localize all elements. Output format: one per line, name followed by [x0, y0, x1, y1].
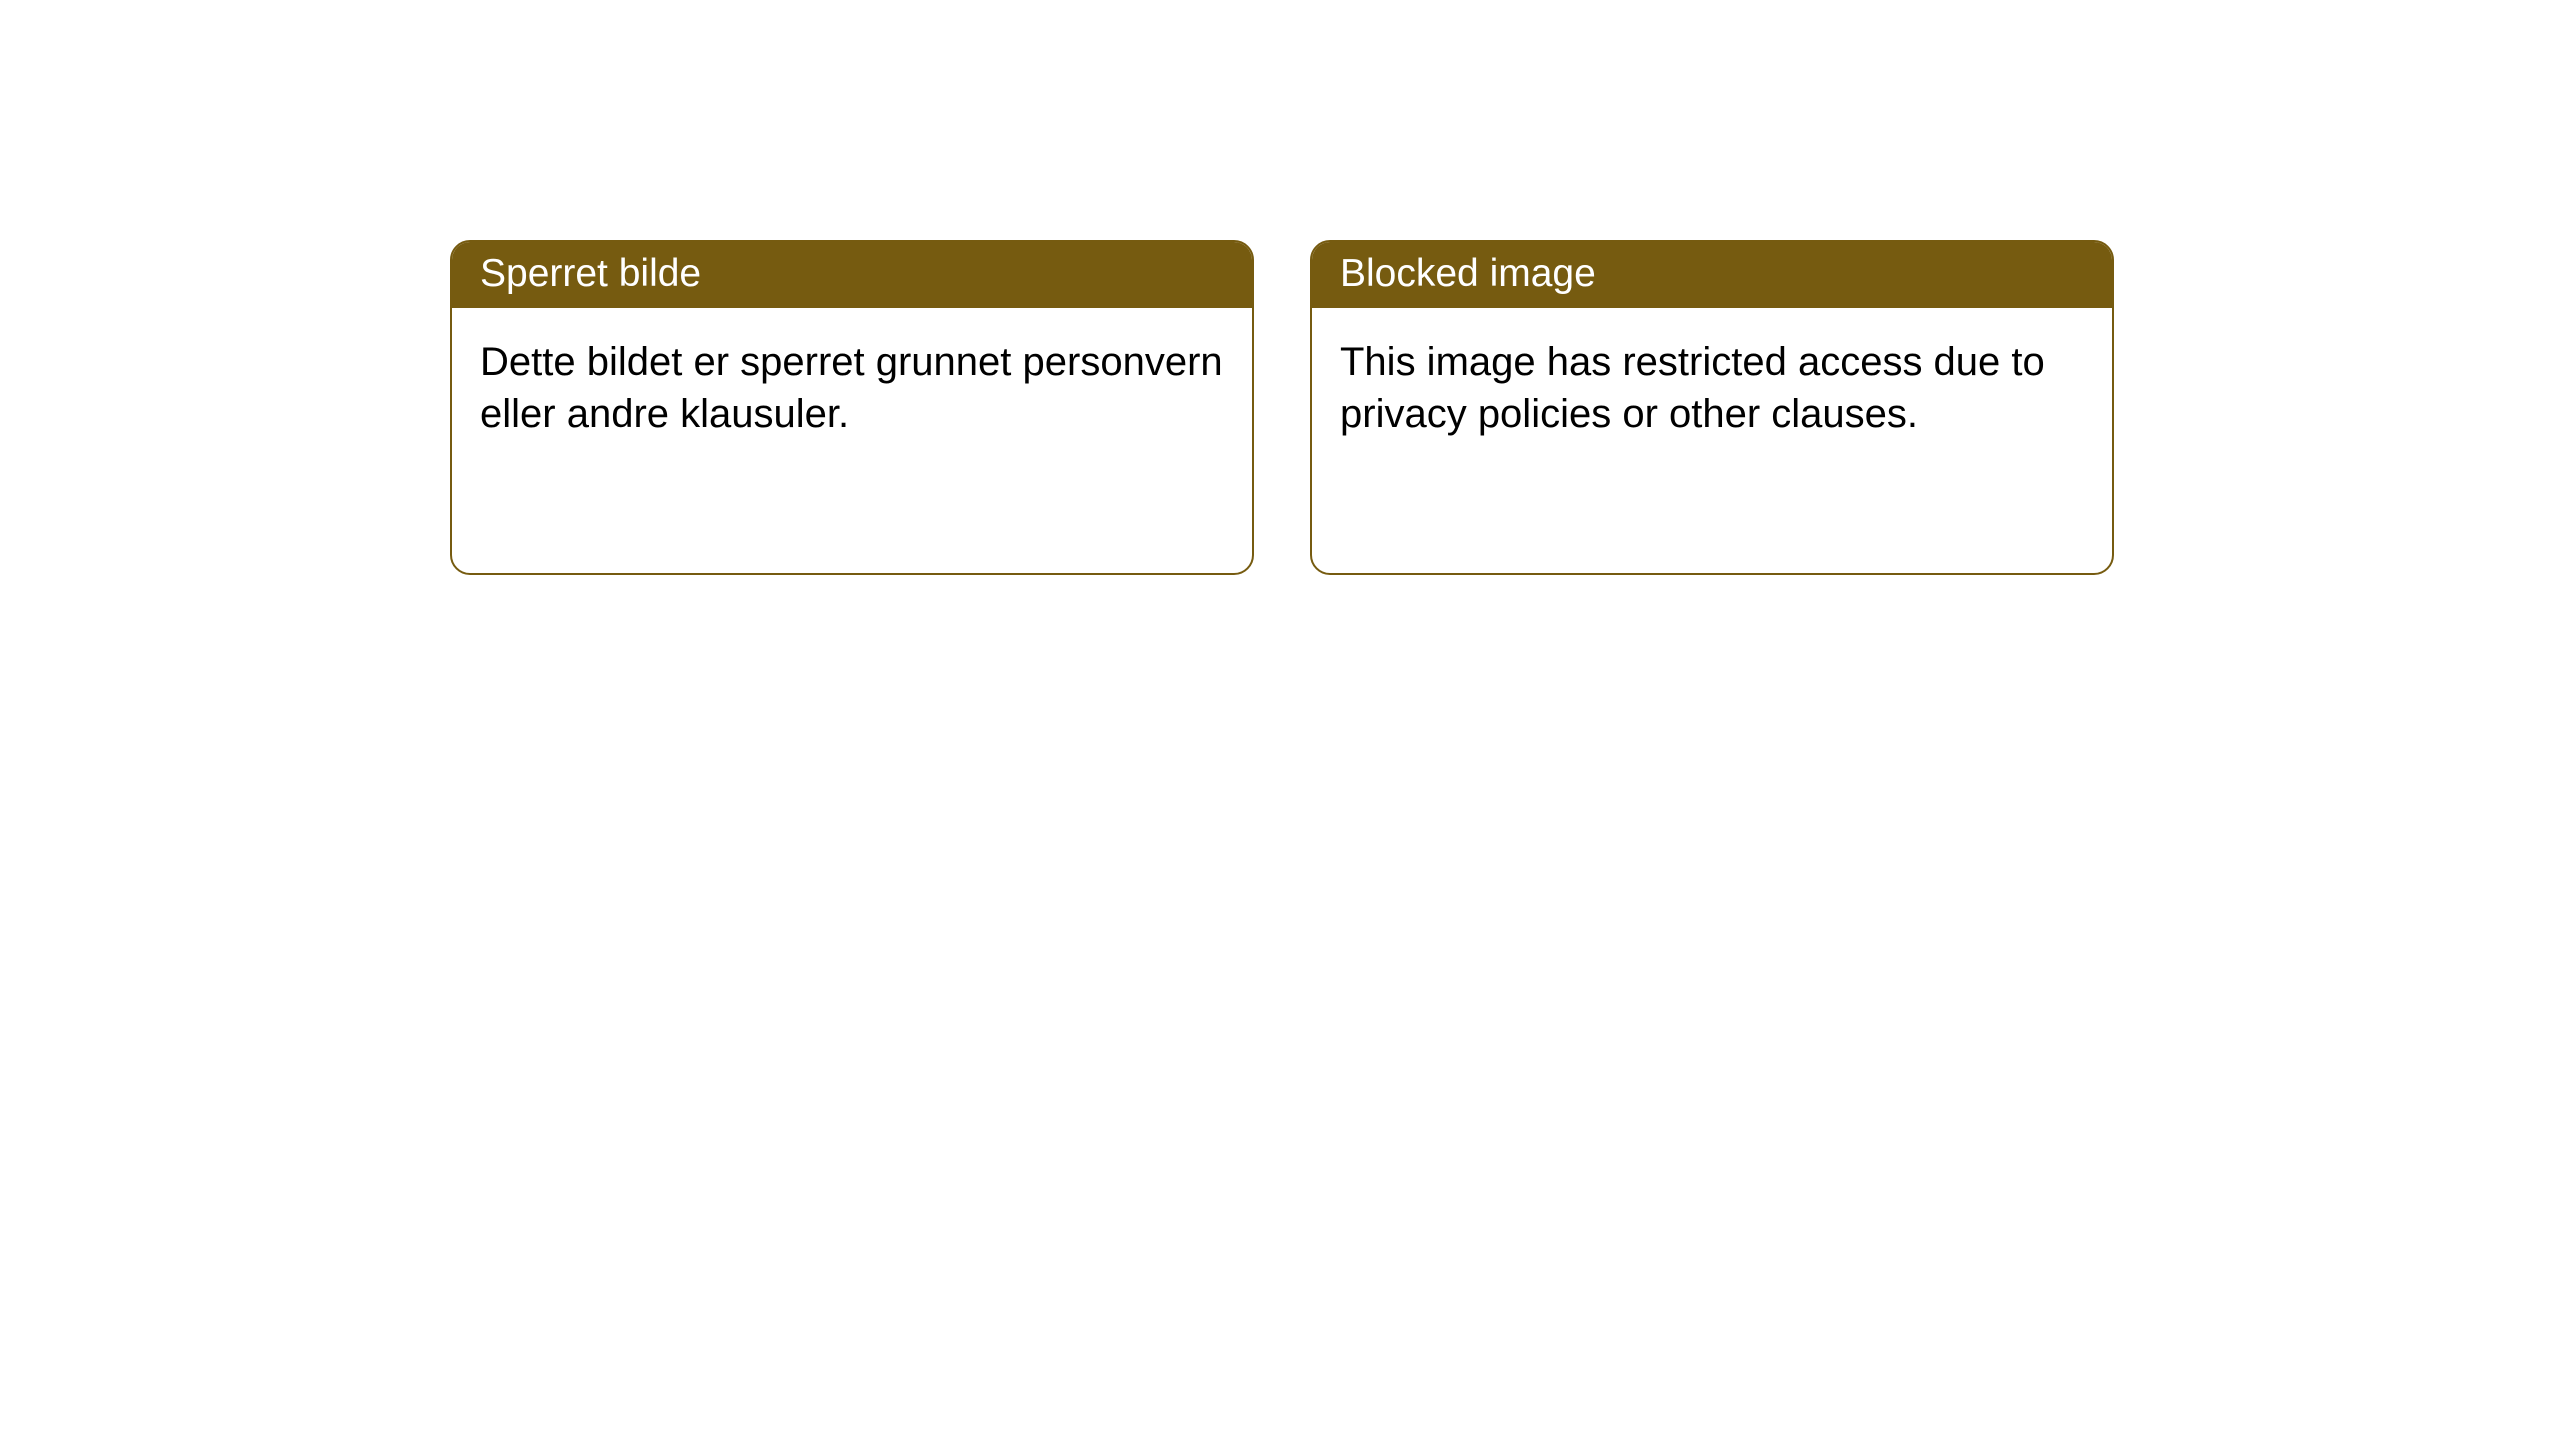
notice-body-text: Dette bildet er sperret grunnet personve… — [480, 340, 1223, 436]
notice-header: Blocked image — [1312, 242, 2112, 308]
notice-box-norwegian: Sperret bilde Dette bildet er sperret gr… — [450, 240, 1254, 575]
notice-title: Sperret bilde — [480, 252, 701, 295]
notice-body: This image has restricted access due to … — [1312, 308, 2112, 468]
notice-title: Blocked image — [1340, 252, 1596, 295]
notice-box-english: Blocked image This image has restricted … — [1310, 240, 2114, 575]
notice-header: Sperret bilde — [452, 242, 1252, 308]
notice-body-text: This image has restricted access due to … — [1340, 340, 2045, 436]
notices-container: Sperret bilde Dette bildet er sperret gr… — [0, 0, 2560, 575]
notice-body: Dette bildet er sperret grunnet personve… — [452, 308, 1252, 468]
